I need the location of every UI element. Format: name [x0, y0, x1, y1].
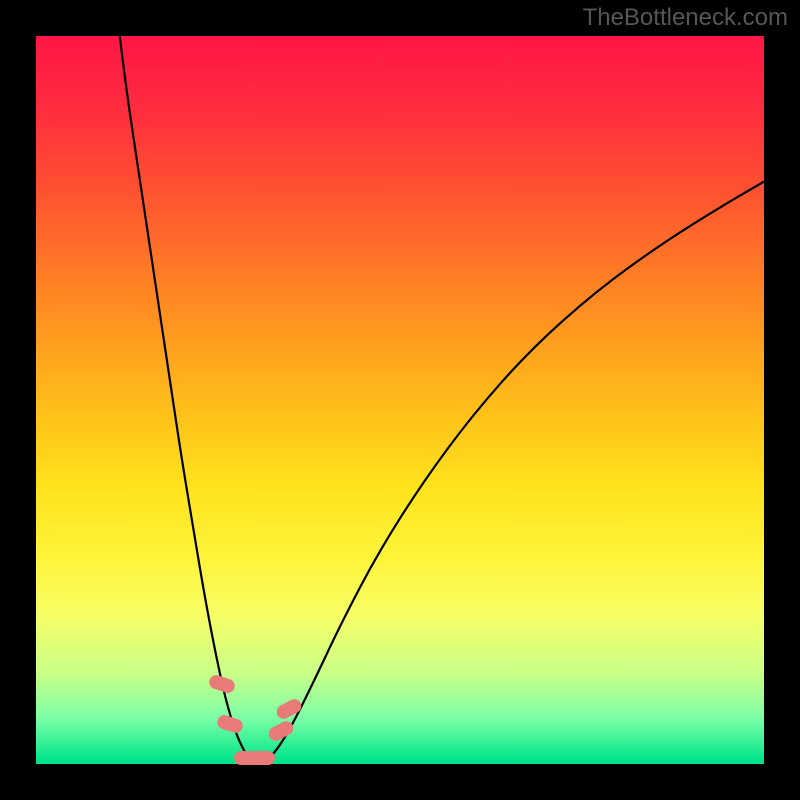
data-marker — [249, 751, 275, 765]
curve-right — [254, 182, 764, 764]
chart-frame: TheBottleneck.com — [0, 0, 800, 800]
watermark-text: TheBottleneck.com — [583, 4, 788, 32]
plot-area — [36, 36, 764, 764]
curve-left — [120, 36, 255, 764]
curve-layer — [36, 36, 764, 764]
